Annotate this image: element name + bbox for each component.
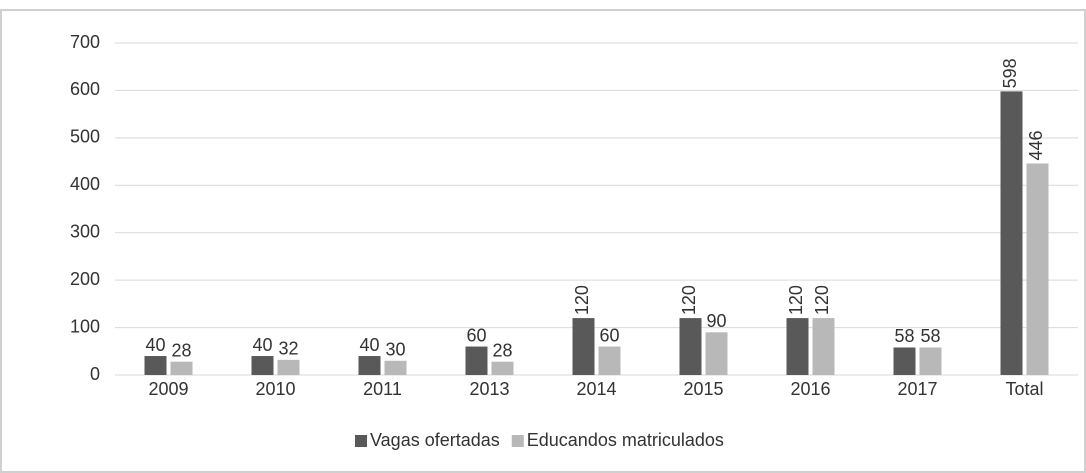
bar bbox=[358, 356, 381, 375]
bar bbox=[705, 332, 728, 375]
data-label: 28 bbox=[492, 340, 512, 360]
bar bbox=[251, 356, 274, 375]
y-tick-label: 700 bbox=[70, 32, 100, 52]
bar bbox=[1026, 163, 1049, 375]
x-tick-label: 2014 bbox=[576, 379, 616, 399]
bar bbox=[277, 359, 300, 375]
legend-label: Vagas ofertadas bbox=[370, 430, 500, 450]
x-tick-label: 2017 bbox=[897, 379, 937, 399]
data-label: 60 bbox=[466, 325, 486, 345]
bar bbox=[572, 318, 595, 375]
data-label: 446 bbox=[1026, 130, 1046, 160]
y-tick-label: 300 bbox=[70, 221, 100, 241]
y-tick-label: 600 bbox=[70, 79, 100, 99]
data-label: 120 bbox=[572, 285, 592, 315]
legend-label: Educandos matriculados bbox=[527, 430, 724, 450]
x-tick-label: Total bbox=[1005, 379, 1043, 399]
bar bbox=[384, 360, 407, 375]
data-label: 120 bbox=[679, 285, 699, 315]
data-label: 598 bbox=[1000, 58, 1020, 88]
data-label: 30 bbox=[385, 340, 405, 360]
data-label: 120 bbox=[812, 285, 832, 315]
y-tick-label: 200 bbox=[70, 269, 100, 289]
x-tick-label: 2015 bbox=[683, 379, 723, 399]
bar bbox=[144, 356, 167, 375]
data-label: 40 bbox=[145, 335, 165, 355]
x-tick-label: 2010 bbox=[255, 379, 295, 399]
bar bbox=[1000, 91, 1023, 376]
x-tick-label: 2009 bbox=[148, 379, 188, 399]
bar bbox=[170, 361, 193, 375]
bar bbox=[893, 347, 916, 375]
data-label: 58 bbox=[920, 326, 940, 346]
bar bbox=[465, 346, 488, 375]
x-tick-label: 2013 bbox=[469, 379, 509, 399]
y-tick-label: 500 bbox=[70, 127, 100, 147]
bar bbox=[491, 361, 514, 375]
bar bbox=[812, 318, 835, 375]
y-tick-label: 400 bbox=[70, 174, 100, 194]
y-tick-label: 0 bbox=[90, 364, 100, 384]
x-tick-label: 2011 bbox=[363, 379, 402, 399]
data-label: 40 bbox=[359, 335, 379, 355]
data-label: 90 bbox=[706, 311, 726, 331]
bar bbox=[786, 318, 809, 375]
chart-frame bbox=[0, 9, 1086, 473]
bar bbox=[598, 346, 621, 375]
data-label: 40 bbox=[252, 335, 272, 355]
data-label: 60 bbox=[599, 325, 619, 345]
bar bbox=[679, 318, 702, 375]
bar bbox=[919, 347, 942, 375]
data-label: 120 bbox=[786, 285, 806, 315]
legend-swatch bbox=[511, 435, 524, 447]
y-tick-label: 100 bbox=[70, 316, 100, 336]
data-label: 58 bbox=[894, 326, 914, 346]
legend-swatch bbox=[355, 435, 367, 447]
data-label: 32 bbox=[278, 339, 298, 359]
x-tick-label: 2016 bbox=[790, 379, 830, 399]
data-label: 28 bbox=[171, 340, 191, 360]
